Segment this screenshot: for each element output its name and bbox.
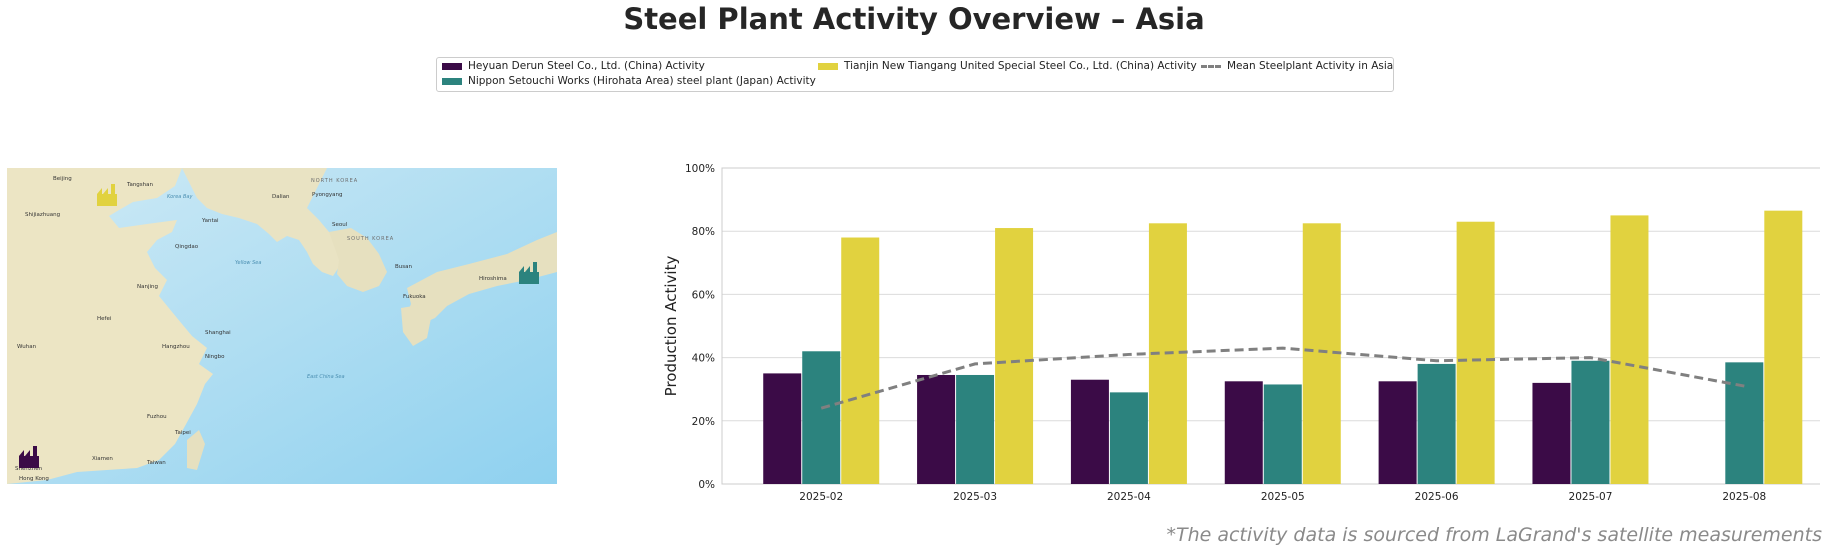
data-source-footnote: *The activity data is sourced from LaGra… — [1166, 524, 1822, 546]
bar — [1109, 392, 1148, 484]
bar — [1456, 221, 1495, 484]
map-svg: Beijing Tangshan Shijiazhuang Yantai Qin… — [7, 168, 557, 484]
map-label-shijiazhuang: Shijiazhuang — [25, 212, 60, 218]
y-tick-label: 60% — [692, 289, 715, 301]
legend-label-mean: Mean Steelplant Activity in Asia — [1227, 60, 1394, 72]
bar — [1070, 379, 1109, 484]
bar — [841, 237, 880, 484]
map-label-fuzhou: Fuzhou — [147, 414, 167, 420]
x-tick-label: 2025-05 — [1261, 491, 1305, 500]
x-tick-label: 2025-07 — [1569, 491, 1613, 500]
bar — [1417, 363, 1456, 484]
map-label-south-korea: SOUTH KOREA — [347, 236, 394, 242]
legend: Heyuan Derun Steel Co., Ltd. (China) Act… — [436, 57, 1394, 92]
factory-icon-tianjin — [97, 184, 117, 206]
map-label-north-korea: NORTH KOREA — [311, 178, 358, 184]
map-label-east-china-sea: East China Sea — [307, 374, 345, 380]
map-label-taiwan: Taiwan — [146, 460, 166, 466]
bar — [1378, 381, 1417, 484]
map-label-shenzhen: Shenzhen — [15, 466, 43, 472]
factory-icon-heyuan — [19, 446, 39, 468]
map-label-taipei: Taipei — [174, 430, 191, 436]
x-tick-label: 2025-08 — [1722, 491, 1766, 500]
legend-item-nippon: Nippon Setouchi Works (Hirohata Area) st… — [442, 75, 816, 87]
legend-swatch-tianjin — [818, 62, 838, 70]
x-tick-label: 2025-06 — [1415, 491, 1459, 500]
legend-item-tianjin: Tianjin New Tiangang United Special Stee… — [818, 60, 1197, 72]
legend-line-mean — [1201, 64, 1221, 68]
legend-item-mean: Mean Steelplant Activity in Asia — [1201, 60, 1393, 72]
map-label-fukuoka: Fukuoka — [403, 294, 426, 300]
taiwan-landmass — [187, 430, 205, 470]
legend-swatch-heyuan — [442, 62, 462, 70]
bar — [1263, 384, 1302, 484]
mean-activity-line — [820, 346, 1745, 410]
y-tick-label: 0% — [698, 479, 715, 491]
map-label-beijing: Beijing — [53, 176, 72, 182]
bar — [995, 228, 1034, 484]
map-label-ningbo: Ningbo — [205, 354, 225, 360]
y-tick-labels: 0% 20% 40% 60% 80% 100% — [685, 163, 715, 491]
map-label-xiamen: Xiamen — [92, 456, 113, 462]
map-label-hiroshima: Hiroshima — [479, 276, 507, 282]
legend-label-tianjin: Tianjin New Tiangang United Special Stee… — [844, 60, 1197, 72]
x-tick-label: 2025-03 — [953, 491, 997, 500]
kyushu-landmass — [401, 304, 431, 346]
y-tick-label: 40% — [692, 353, 715, 365]
x-tick-label: 2025-04 — [1107, 491, 1151, 500]
mean-line-layer — [820, 346, 1745, 410]
map-label-dalian: Dalian — [272, 194, 290, 200]
bar — [1764, 210, 1803, 484]
japan-landmass — [405, 232, 557, 326]
bar — [1571, 360, 1610, 484]
bar — [956, 374, 995, 484]
y-tick-label: 80% — [692, 226, 715, 238]
legend-label-nippon: Nippon Setouchi Works (Hirohata Area) st… — [468, 75, 816, 87]
activity-bar-chart: 0% 20% 40% 60% 80% 100% 2025-02 2025-03 2025-04… — [662, 163, 1820, 500]
y-tick-label: 20% — [692, 416, 715, 428]
y-tick-label: 100% — [685, 163, 715, 175]
bar — [1725, 362, 1764, 484]
map-label-seoul: Seoul — [332, 222, 348, 228]
bars — [763, 210, 1803, 485]
map-label-yellow-sea: Yellow Sea — [235, 260, 261, 266]
map-label-wuhan: Wuhan — [17, 344, 37, 350]
bar — [763, 373, 802, 484]
map-label-shanghai: Shanghai — [205, 330, 231, 336]
korea-landmass — [329, 228, 387, 292]
legend-label-heyuan: Heyuan Derun Steel Co., Ltd. (China) Act… — [468, 60, 705, 72]
map-label-hong-kong: Hong Kong — [19, 476, 49, 482]
map-label-hangzhou: Hangzhou — [162, 344, 190, 350]
map-label-hefei: Hefei — [97, 316, 112, 322]
legend-item-heyuan: Heyuan Derun Steel Co., Ltd. (China) Act… — [442, 60, 705, 72]
map-label-pyongyang: Pyongyang — [312, 192, 343, 198]
asia-map: Beijing Tangshan Shijiazhuang Yantai Qin… — [7, 168, 557, 484]
bar — [1532, 382, 1571, 484]
bar — [917, 374, 956, 484]
map-label-yantai: Yantai — [201, 218, 219, 224]
map-label-busan: Busan — [395, 264, 412, 270]
x-tick-labels: 2025-02 2025-03 2025-04 2025-05 2025-06 2025-… — [799, 491, 1766, 500]
map-label-korea-bay: Korea Bay — [167, 194, 193, 200]
map-label-qingdao: Qingdao — [175, 244, 199, 250]
map-label-tangshan: Tangshan — [126, 182, 154, 188]
bar — [802, 351, 841, 484]
northeast-landmass — [182, 168, 343, 276]
map-label-nanjing: Nanjing — [137, 284, 158, 290]
china-landmass — [7, 168, 213, 484]
factory-icon-nippon — [519, 262, 539, 284]
y-axis-label: Production Activity — [662, 256, 680, 397]
bar — [1610, 215, 1649, 484]
legend-swatch-nippon — [442, 77, 462, 85]
x-tick-label: 2025-02 — [799, 491, 843, 500]
chart-title: Steel Plant Activity Overview – Asia — [623, 2, 1205, 36]
bar — [1224, 381, 1263, 484]
